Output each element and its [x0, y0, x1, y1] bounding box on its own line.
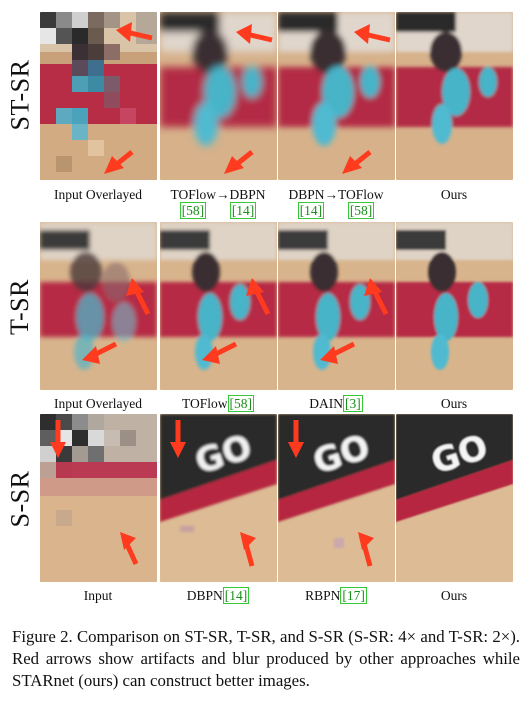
- image-t-sr-input: [40, 222, 157, 390]
- image-s-sr-dbpn: GO: [160, 414, 277, 582]
- image-st-sr-ours: [396, 12, 513, 180]
- row-label-s-sr: S-SR: [5, 470, 35, 528]
- caption-st-sr-ours: Ours: [440, 187, 468, 202]
- caption-t-sr-ours: Ours: [440, 396, 468, 411]
- caption-st-sr-toflow-dbpn: TOFlow→DBPN [58] [14]: [170, 187, 266, 219]
- caption-t-sr-toflow: TOFlow [58]: [181, 395, 254, 412]
- caption-t-sr-input: Input Overlayed: [53, 396, 143, 411]
- image-s-sr-rbpn: GO: [278, 414, 395, 582]
- caption-st-sr-dbpn-toflow: DBPN→TOFlow [14] [58]: [288, 187, 384, 219]
- citation-link[interactable]: [58]: [227, 395, 254, 412]
- caption-s-sr-rbpn: RBPN [17]: [305, 587, 367, 604]
- row-label-t-sr: T-SR: [5, 279, 34, 335]
- image-st-sr-toflow-dbpn: [160, 12, 277, 180]
- image-t-sr-ours: [396, 222, 513, 390]
- citation-link[interactable]: [14]: [297, 202, 325, 219]
- red-arrow-icon: [104, 22, 153, 174]
- citation-link[interactable]: [14]: [222, 587, 250, 604]
- image-st-sr-input: [40, 12, 157, 180]
- caption-s-sr-ours: Ours: [440, 588, 468, 603]
- citation-link[interactable]: [3]: [343, 395, 363, 412]
- citation-link[interactable]: [14]: [229, 202, 257, 219]
- citation-link[interactable]: [58]: [179, 202, 207, 219]
- image-t-sr-toflow: [160, 222, 277, 390]
- image-st-sr-dbpn-toflow: [278, 12, 395, 180]
- figure-caption: Figure 2. Comparison on ST-SR, T-SR, and…: [12, 627, 520, 690]
- caption-t-sr-dain: DAIN [3]: [309, 395, 363, 412]
- caption-s-sr-dbpn: DBPN [14]: [186, 587, 250, 604]
- image-s-sr-input: [40, 414, 157, 582]
- image-t-sr-dain: [278, 222, 395, 390]
- caption-st-sr-input: Input Overlayed: [53, 187, 143, 202]
- image-s-sr-ours: GO: [396, 414, 513, 582]
- row-label-st-sr: ST-SR: [5, 59, 35, 131]
- citation-link[interactable]: [17]: [340, 587, 367, 604]
- caption-s-sr-input: Input: [83, 588, 113, 603]
- citation-link[interactable]: [58]: [347, 202, 375, 219]
